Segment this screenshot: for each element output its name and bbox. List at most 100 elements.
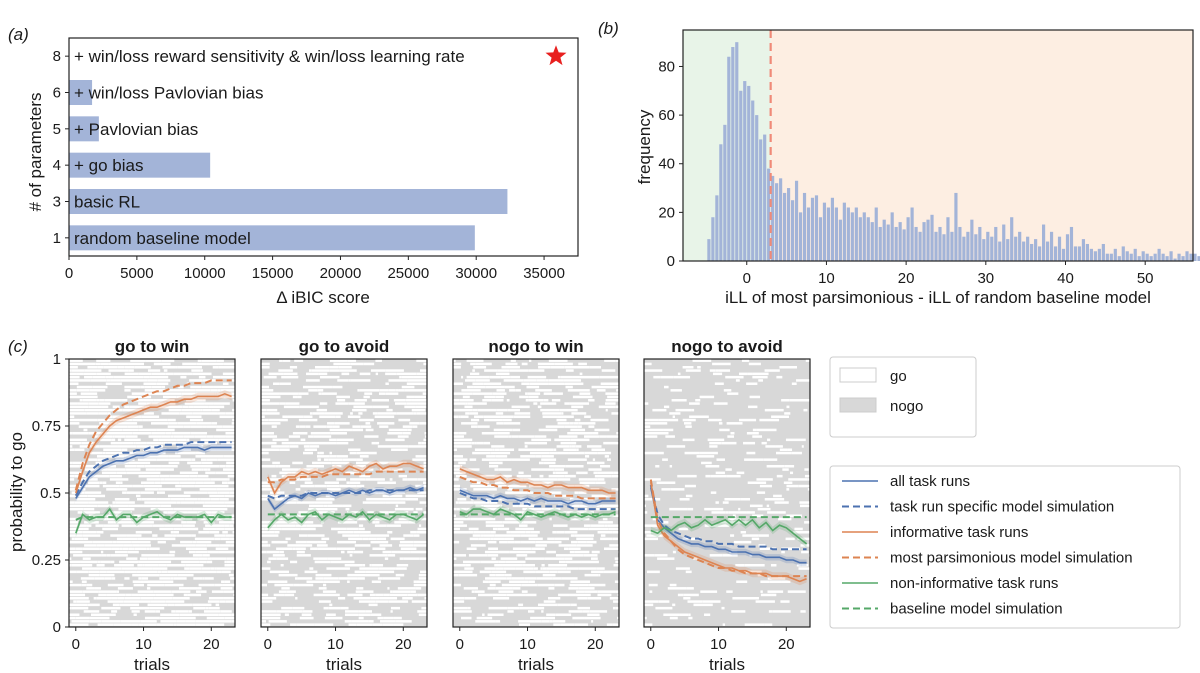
go-trial <box>470 544 486 547</box>
go-trial <box>105 451 111 455</box>
series-line-non-informative <box>459 508 616 521</box>
go-trial <box>122 547 129 550</box>
go-trial <box>124 570 131 574</box>
go-trial <box>89 554 102 557</box>
histogram-bar <box>1117 256 1121 261</box>
go-trial <box>505 491 523 494</box>
go-trial <box>200 438 216 442</box>
go-trial <box>232 531 235 534</box>
go-trial <box>211 408 220 412</box>
go-trial <box>495 412 504 415</box>
go-trial <box>391 468 403 471</box>
go-trial <box>318 600 331 603</box>
go-trial <box>425 540 427 544</box>
bar-label: + Pavlovian bias <box>74 120 198 139</box>
histogram-bar <box>926 219 930 261</box>
go-trial <box>804 521 810 524</box>
go-trial <box>101 405 109 409</box>
y-tick-label: 1 <box>53 351 61 368</box>
go-trial <box>352 465 367 468</box>
go-trial <box>215 438 219 442</box>
go-trial <box>572 616 585 620</box>
go-trial <box>458 461 466 465</box>
go-trial <box>121 567 138 570</box>
go-trial <box>708 418 718 422</box>
go-trial <box>124 455 138 458</box>
go-trial <box>220 587 233 590</box>
go-trial <box>488 517 496 521</box>
go-trial <box>425 504 427 508</box>
region-above-threshold <box>770 30 1193 261</box>
go-trial <box>279 448 290 451</box>
go-trial <box>596 567 605 570</box>
go-trial <box>121 524 140 527</box>
go-trial <box>193 577 203 580</box>
go-trial <box>617 570 619 574</box>
go-trial <box>760 580 770 583</box>
go-trial <box>409 422 420 425</box>
go-trial <box>348 402 365 405</box>
x-tick-label: 20000 <box>320 265 362 282</box>
go-trial <box>655 465 660 468</box>
go-trial <box>96 425 109 428</box>
go-trial <box>489 501 498 504</box>
go-trial <box>453 597 465 600</box>
go-trial <box>224 524 230 527</box>
go-trial <box>527 610 535 613</box>
go-trial <box>538 428 558 432</box>
go-trial <box>592 432 599 435</box>
go-trial <box>208 597 224 600</box>
y-tick-label: 40 <box>658 156 675 173</box>
go-trial <box>110 534 127 537</box>
go-trial <box>344 564 363 567</box>
go-trial <box>471 498 474 501</box>
go-trial <box>575 593 591 597</box>
go-trial <box>168 408 182 412</box>
go-trial <box>593 471 598 475</box>
go-trial <box>498 550 510 554</box>
go-trial <box>422 484 427 488</box>
histogram-bar <box>878 226 882 261</box>
go-trial <box>412 425 418 428</box>
go-trial <box>682 537 689 541</box>
go-trial <box>161 465 178 468</box>
go-trial <box>299 583 314 587</box>
go-trial <box>569 402 590 405</box>
go-trial <box>109 478 129 481</box>
panel-a-bar-chart: # of parameters Δ iBIC score + win/loss … <box>26 37 579 307</box>
go-trial <box>313 557 319 560</box>
go-trial <box>567 554 584 557</box>
go-trial <box>284 613 289 616</box>
go-trial <box>302 451 314 455</box>
histogram-bar <box>1193 253 1197 261</box>
go-trial <box>358 527 365 531</box>
go-trial <box>337 597 346 600</box>
go-trial <box>413 375 427 379</box>
go-trial <box>128 461 146 465</box>
go-trial <box>165 432 172 435</box>
go-trial <box>376 537 387 541</box>
go-trial <box>358 616 364 620</box>
go-trial <box>178 385 184 389</box>
go-trial <box>324 507 338 511</box>
go-trial <box>565 369 574 372</box>
go-trial <box>219 491 230 494</box>
go-trial <box>362 491 366 494</box>
go-trial <box>567 432 575 435</box>
go-trial <box>556 418 567 422</box>
go-trial <box>182 362 197 366</box>
go-trial <box>276 547 293 550</box>
go-trial <box>135 521 154 524</box>
go-trial <box>534 435 547 438</box>
go-trial <box>180 501 195 504</box>
go-trial <box>568 547 581 550</box>
go-trial <box>612 531 619 534</box>
go-trial <box>141 554 159 557</box>
go-trial <box>190 432 208 435</box>
go-trial <box>525 557 545 560</box>
go-trial <box>69 564 72 567</box>
go-trial <box>644 498 661 501</box>
go-trial <box>474 590 485 593</box>
go-trial <box>612 537 618 541</box>
histogram-bar <box>998 241 1002 261</box>
